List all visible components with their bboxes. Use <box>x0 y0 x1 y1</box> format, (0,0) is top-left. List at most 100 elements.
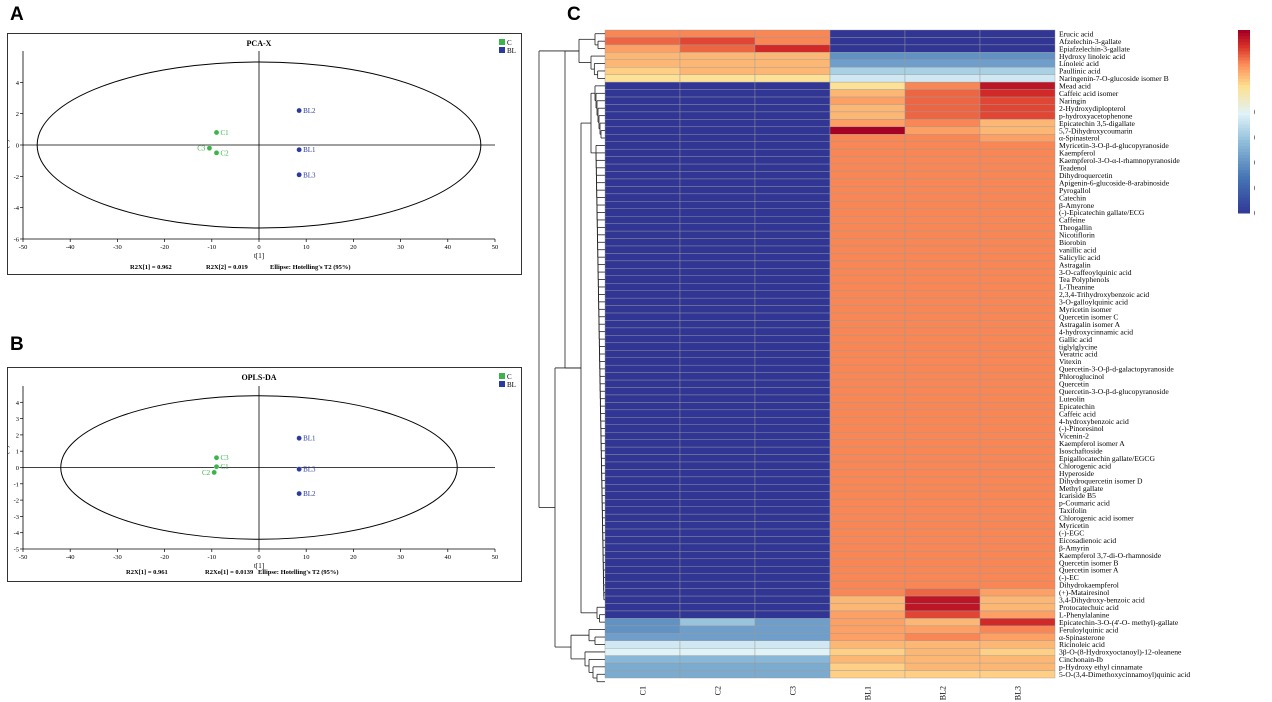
heatmap-cell <box>904 454 981 463</box>
heatmap-cell <box>754 454 831 463</box>
heatmap-cell <box>829 312 906 321</box>
heatmap-cell <box>904 178 981 187</box>
heatmap-cell <box>829 111 906 120</box>
heatmap-cell <box>904 402 981 411</box>
heatmap-cell <box>904 171 981 180</box>
heatmap-cell <box>904 580 981 589</box>
heatmap-cell <box>904 74 981 83</box>
heatmap-cell <box>754 290 831 299</box>
heatmap-cell <box>829 297 906 306</box>
heatmap-cell <box>979 454 1056 463</box>
heatmap-cell <box>904 409 981 418</box>
heatmap-cell <box>679 558 756 567</box>
heatmap-cell <box>604 297 681 306</box>
colorbar-segment <box>1238 188 1250 193</box>
heatmap-cell <box>829 148 906 157</box>
opls-ytick-label: -2 <box>14 498 19 505</box>
colorbar-segment <box>1238 176 1250 180</box>
colorbar-segment <box>1238 161 1250 165</box>
opls-point-bl2 <box>296 490 302 497</box>
colorbar-tick-label: 0.6 <box>1254 132 1255 144</box>
heatmap-row-label: tiglylglycine <box>1059 342 1098 351</box>
heatmap-cell <box>604 573 681 582</box>
heatmap-cell <box>904 484 981 492</box>
heatmap-cell <box>904 44 981 53</box>
heatmap-cell <box>829 409 906 418</box>
heatmap-cell <box>679 484 756 492</box>
heatmap-cell <box>979 439 1056 448</box>
heatmap-cell <box>604 469 681 478</box>
heatmap-cell <box>979 484 1056 492</box>
heatmap-cell <box>979 283 1056 291</box>
heatmap-row-label: β-Amyrin <box>1059 543 1089 552</box>
heatmap-cell <box>829 193 906 202</box>
heatmap-cell <box>904 588 981 597</box>
heatmap-row-label: Paullinic acid <box>1059 67 1101 76</box>
heatmap-cell <box>904 424 981 433</box>
heatmap-cell <box>679 141 756 150</box>
heatmap-cell <box>979 297 1056 306</box>
heatmap-cell <box>604 193 681 202</box>
pca-legend-swatch-bl <box>499 47 505 53</box>
heatmap-cell <box>754 126 831 135</box>
heatmap-cell <box>754 543 831 552</box>
heatmap-cell <box>679 268 756 276</box>
heatmap-cell <box>754 558 831 567</box>
heatmap-cell <box>979 96 1056 105</box>
heatmap-cell <box>904 305 981 314</box>
heatmap-cell <box>904 394 981 403</box>
heatmap-row-label: L-Theanine <box>1059 283 1095 292</box>
heatmap-cell <box>679 223 756 232</box>
heatmap-cell <box>679 104 756 113</box>
colorbar-segment <box>1238 170 1250 174</box>
heatmap-cell <box>904 193 981 202</box>
heatmap-cell <box>679 305 756 314</box>
heatmap-cell <box>904 536 981 545</box>
heatmap-cell <box>679 432 756 440</box>
heatmap-cell <box>979 119 1056 128</box>
heatmap-row-label: Mead acid <box>1059 82 1091 91</box>
colorbar-segment <box>1238 69 1250 74</box>
heatmap-row-label: Quercetin-3-O-β-d-glucopyranoside <box>1059 387 1169 396</box>
heatmap-cell <box>754 305 831 314</box>
colorbar-segment <box>1238 136 1250 141</box>
heatmap-row-label: Epicatechin-3-O-(4'-O- methyl)-gallate <box>1059 618 1179 627</box>
heatmap-row-label: Nicotiflorin <box>1059 231 1095 240</box>
heatmap-cell <box>604 461 681 470</box>
heatmap-cell <box>904 126 981 135</box>
panel-label-c: C <box>567 4 581 25</box>
heatmap-cell <box>679 81 756 90</box>
heatmap-row-label: Pyrogallol <box>1059 186 1091 195</box>
heatmap-row-label: Myricetin isomer <box>1059 305 1112 314</box>
pca-point-label-bl3: BL3 <box>303 171 316 179</box>
opls-point-label-bl3: BL3 <box>303 466 316 474</box>
heatmap-cell <box>604 357 681 366</box>
pca-xtick-label: 30 <box>397 244 404 251</box>
heatmap-cell <box>754 469 831 478</box>
heatmap-cell <box>979 320 1056 329</box>
heatmap-cell <box>829 44 906 53</box>
heatmap-row-label: Caffeine <box>1059 216 1086 225</box>
heatmap-cell <box>754 193 831 202</box>
heatmap-row-label: Dihydrokaempferol <box>1059 581 1119 590</box>
colorbar-segment <box>1238 145 1250 150</box>
heatmap-cell <box>679 59 756 68</box>
heatmap-row-label: Vitexin <box>1059 357 1082 366</box>
heatmap-row-label: 4-hydroxycinnamic acid <box>1059 327 1133 336</box>
heatmap-cell <box>979 513 1056 522</box>
heatmap-cell <box>679 521 756 530</box>
heatmap-cell <box>829 37 906 46</box>
pca-confidence-ellipse <box>36 61 482 229</box>
heatmap-row-label: p-Hydroxy ethyl cinnamate <box>1059 663 1143 672</box>
heatmap-cell <box>979 89 1056 98</box>
heatmap-cell <box>604 290 681 299</box>
heatmap-cell <box>904 290 981 299</box>
heatmap-cell <box>904 163 981 172</box>
heatmap-cell <box>904 521 981 530</box>
heatmap-cell <box>829 491 906 500</box>
colorbar-segment <box>1238 182 1250 187</box>
heatmap-cell <box>979 461 1056 470</box>
pca-ytick-label: 4 <box>16 80 20 87</box>
heatmap-cell <box>604 238 681 247</box>
opls-ylabel: 1.03817 * to[1] <box>8 446 10 489</box>
